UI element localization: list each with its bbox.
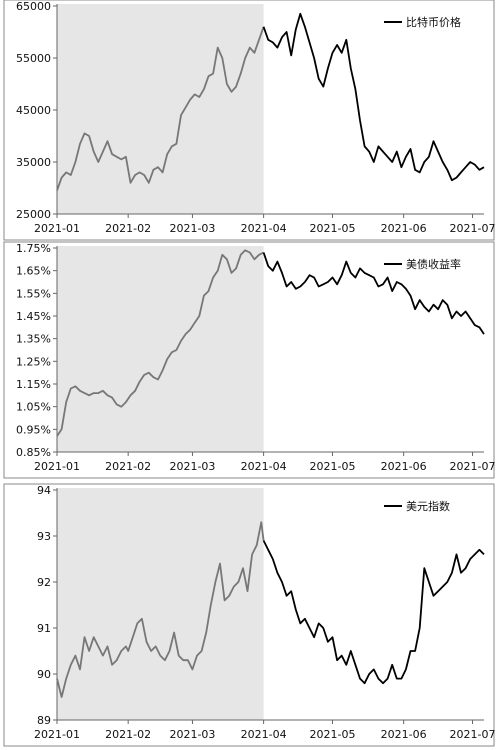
chart-panel-bitcoin: 25000 35000 45000 55000 65000 2021-01 2021-02 2… bbox=[3, 0, 496, 241]
shaded-period bbox=[57, 4, 264, 214]
series-line-bitcoin-late bbox=[262, 12, 485, 182]
x-tick-label: 2021-05 bbox=[309, 460, 355, 473]
series-line-dollar-early bbox=[56, 521, 265, 698]
x-tick-label: 2021-02 bbox=[105, 460, 151, 473]
chart-panel-treasury: 0.85% 0.95% 1.05% 1.15% 1.25% 1.35% 1.45% 1.55%… bbox=[3, 241, 496, 479]
y-tick-label: 1.05% bbox=[16, 401, 51, 414]
y-tick-label: 90 bbox=[37, 668, 51, 681]
panel-frame bbox=[3, 241, 495, 479]
y-tick-label: 1.15% bbox=[16, 378, 51, 391]
x-tick-label: 2021-07 bbox=[450, 222, 496, 235]
panel-frame bbox=[3, 0, 495, 241]
y-tick-label: 92 bbox=[37, 576, 51, 589]
y-tick-label: 1.75% bbox=[16, 242, 51, 255]
x-tick-label: 2021-02 bbox=[105, 728, 151, 741]
x-tick-label: 2021-04 bbox=[241, 728, 287, 741]
y-tick-label: 94 bbox=[37, 484, 51, 497]
x-tick-label: 2021-02 bbox=[105, 222, 151, 235]
legend-label: 美元指数 bbox=[406, 499, 450, 513]
x-tick-label: 2021-04 bbox=[241, 460, 287, 473]
panel-frame bbox=[3, 483, 495, 747]
x-tick-label: 2021-01 bbox=[34, 222, 80, 235]
x-tick-label: 2021-03 bbox=[169, 728, 215, 741]
shaded-period bbox=[57, 488, 264, 720]
legend-label: 美债收益率 bbox=[406, 257, 461, 271]
x-tick-label: 2021-03 bbox=[169, 222, 215, 235]
y-tick-label: 93 bbox=[37, 530, 51, 543]
x-tick-label: 2021-07 bbox=[450, 460, 496, 473]
y-tick-label: 1.55% bbox=[16, 287, 51, 300]
y-tick-label: 1.65% bbox=[16, 265, 51, 278]
x-tick-label: 2021-01 bbox=[34, 728, 80, 741]
shaded-period bbox=[57, 246, 264, 452]
x-tick-label: 2021-06 bbox=[381, 460, 427, 473]
y-tick-label: 1.25% bbox=[16, 355, 51, 368]
series-line-dollar-late bbox=[262, 540, 485, 685]
y-tick-label: 91 bbox=[37, 622, 51, 635]
x-tick-label: 2021-07 bbox=[450, 728, 496, 741]
y-tick-label: 1.35% bbox=[16, 333, 51, 346]
legend-label: 比特币价格 bbox=[406, 15, 461, 29]
y-tick-label: 65000 bbox=[16, 0, 51, 13]
y-tick-label: 35000 bbox=[16, 156, 51, 169]
series-line-treasury-early bbox=[56, 249, 265, 437]
x-tick-label: 2021-04 bbox=[241, 222, 287, 235]
x-tick-label: 2021-05 bbox=[309, 728, 355, 741]
y-tick-label: 89 bbox=[37, 714, 51, 727]
y-tick-label: 1.45% bbox=[16, 310, 51, 323]
x-tick-label: 2021-01 bbox=[34, 460, 80, 473]
x-tick-label: 2021-06 bbox=[381, 222, 427, 235]
x-tick-label: 2021-06 bbox=[381, 728, 427, 741]
series-line-treasury-late bbox=[262, 252, 485, 335]
series-line-bitcoin-early bbox=[56, 26, 265, 191]
y-tick-label: 55000 bbox=[16, 52, 51, 65]
chart-panel-dollar: 89 90 91 92 93 94 2021-01 2021-02 2021-03 2021-04… bbox=[3, 483, 496, 747]
x-tick-label: 2021-03 bbox=[169, 460, 215, 473]
y-tick-label: 25000 bbox=[16, 208, 51, 221]
y-tick-label: 45000 bbox=[16, 104, 51, 117]
y-tick-label: 0.95% bbox=[16, 423, 51, 436]
y-tick-label: 0.85% bbox=[16, 446, 51, 459]
x-tick-label: 2021-05 bbox=[309, 222, 355, 235]
